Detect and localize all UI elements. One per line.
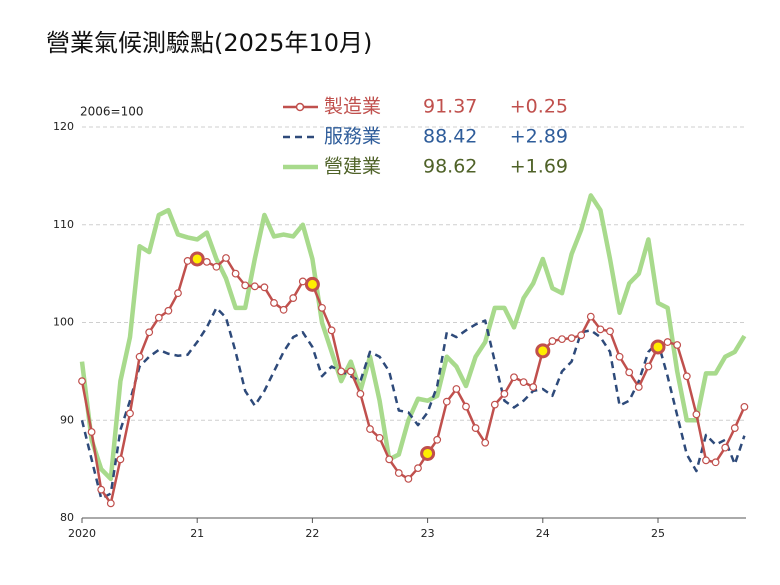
marker xyxy=(625,368,634,377)
y-tick-label: 90 xyxy=(60,413,74,426)
marker xyxy=(289,294,298,302)
highlight-marker xyxy=(189,251,205,267)
marker xyxy=(740,402,749,411)
marker xyxy=(337,367,346,376)
marker xyxy=(414,464,422,473)
highlight-marker xyxy=(650,339,666,355)
marker xyxy=(87,428,96,436)
y-tick-label: 120 xyxy=(53,120,74,133)
legend-value: 88.42 xyxy=(423,126,477,148)
marker xyxy=(433,435,442,444)
marker xyxy=(481,438,490,447)
marker xyxy=(615,352,624,361)
y-tick-label: 80 xyxy=(60,511,74,524)
marker xyxy=(558,335,566,344)
marker xyxy=(682,372,691,381)
marker xyxy=(174,289,182,298)
marker xyxy=(663,338,672,346)
marker xyxy=(222,254,230,262)
y-tick-label: 100 xyxy=(53,316,74,329)
highlight-marker xyxy=(535,343,551,359)
marker xyxy=(318,303,326,312)
marker xyxy=(634,383,643,391)
highlight-marker xyxy=(304,276,320,292)
marker xyxy=(154,313,163,322)
marker xyxy=(135,352,144,361)
marker xyxy=(78,377,86,386)
legend-value: 91.37 xyxy=(423,96,477,118)
marker xyxy=(490,400,499,409)
x-tick-label: 22 xyxy=(305,527,319,540)
marker xyxy=(471,424,480,432)
marker xyxy=(596,325,605,334)
marker xyxy=(231,269,240,278)
legend-marker xyxy=(295,102,305,112)
marker xyxy=(711,458,720,467)
marker xyxy=(270,299,278,307)
marker xyxy=(97,485,106,494)
marker xyxy=(260,283,269,292)
chart-title: 營業氣候測驗點(2025年10月) xyxy=(46,29,372,57)
x-tick-label: 21 xyxy=(190,527,204,540)
marker xyxy=(452,385,461,393)
marker xyxy=(126,409,134,418)
marker xyxy=(116,455,125,464)
marker xyxy=(404,475,413,483)
x-tick-label: 2020 xyxy=(68,527,96,540)
marker xyxy=(202,257,211,266)
marker xyxy=(145,328,154,337)
marker xyxy=(327,326,336,335)
marker xyxy=(644,362,653,371)
series-line xyxy=(80,306,746,500)
marker xyxy=(241,281,250,290)
marker xyxy=(529,383,538,391)
marker xyxy=(356,389,365,398)
marker xyxy=(279,305,288,314)
marker xyxy=(586,312,595,321)
marker xyxy=(346,367,355,376)
series-line xyxy=(79,193,747,482)
highlight-marker xyxy=(420,445,436,461)
y-tick-label: 110 xyxy=(53,218,74,231)
legend-change: +1.69 xyxy=(510,156,568,178)
y-axis-label: 2006=100 xyxy=(80,105,144,119)
marker xyxy=(606,327,614,336)
marker xyxy=(250,282,259,291)
x-tick-label: 25 xyxy=(651,527,665,540)
marker xyxy=(567,334,576,343)
marker xyxy=(548,337,557,345)
x-tick-label: 24 xyxy=(536,527,550,540)
legend-change: +2.89 xyxy=(510,126,568,148)
marker xyxy=(164,306,173,315)
legend-label: 製造業 xyxy=(324,96,381,118)
marker xyxy=(577,331,586,340)
marker xyxy=(721,443,730,452)
marker xyxy=(366,425,374,433)
marker xyxy=(394,469,403,477)
marker xyxy=(500,389,509,398)
legend-label: 營建業 xyxy=(324,156,381,178)
marker xyxy=(702,456,710,465)
marker xyxy=(442,397,451,406)
marker xyxy=(462,402,470,411)
marker xyxy=(385,455,394,464)
marker xyxy=(673,341,682,349)
marker xyxy=(510,373,518,382)
marker xyxy=(106,499,115,508)
legend-label: 服務業 xyxy=(324,126,381,148)
marker xyxy=(692,410,701,419)
marker xyxy=(519,378,528,387)
marker xyxy=(375,433,384,442)
legend-change: +0.25 xyxy=(510,96,568,118)
x-tick-label: 23 xyxy=(421,527,435,540)
marker xyxy=(212,262,221,271)
marker xyxy=(730,424,739,432)
legend-value: 98.62 xyxy=(423,156,477,178)
